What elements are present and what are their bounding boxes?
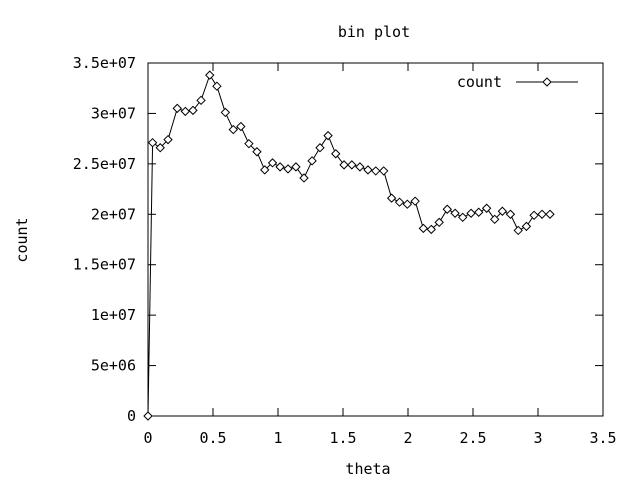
y-tick-label: 3e+07 [91,104,136,122]
data-point [172,103,182,114]
x-tick-label: 0.5 [199,429,226,447]
data-point [418,223,429,234]
x-axis-label: theta [345,460,390,478]
data-point [378,166,389,176]
data-point [143,411,153,421]
legend-marker-diamond-icon [542,77,552,87]
data-point [490,214,500,225]
data-point [147,137,158,148]
data-point [386,193,397,203]
data-point [434,217,444,228]
data-point [394,197,405,207]
data-point [529,210,539,221]
data-point [513,225,523,236]
data-point [155,143,165,153]
y-axis-label: count [13,217,31,262]
data-point [244,138,254,149]
x-tick-label: 3.5 [589,429,616,447]
data-point [521,221,532,232]
legend: count [457,73,578,91]
data-point [275,162,285,172]
data-point [347,160,357,170]
data-point [426,224,436,235]
x-tick-label: 2.5 [459,429,486,447]
data-point [402,199,413,209]
y-tick-label: 5e+06 [91,357,136,375]
data-point [545,209,555,219]
y-tick-label: 3.5e+07 [73,54,136,72]
data-point [220,107,231,118]
x-tick-label: 1 [273,429,282,447]
x-tick-label: 2 [403,429,412,447]
data-point [163,134,173,145]
data-point [363,165,373,175]
data-point [466,208,476,218]
chart-title: bin plot [338,23,410,41]
data-point [442,204,452,214]
data-point [481,203,492,213]
y-tick-label: 2e+07 [91,205,136,223]
data-point [307,156,317,166]
data-point [410,196,420,206]
y-tick-label: 0 [127,407,136,425]
x-tick-label: 1.5 [329,429,356,447]
data-point [180,106,191,117]
data-point [291,162,301,172]
data-point [497,206,508,216]
data-point [205,70,215,80]
data-point [267,158,278,168]
data-point [212,81,222,91]
data-point [371,166,381,176]
axis-ticks: 0 0.5 1 1.5 2 2.5 3 3.5 0 5e+06 1e+07 1.5e+07 2e+07 2… [73,54,617,447]
y-tick-label: 1.5e+07 [73,256,136,274]
x-tick-label: 3 [533,429,542,447]
data-point [458,212,468,223]
series-count [143,70,555,421]
data-point [505,209,516,219]
data-point [299,173,309,183]
y-tick-label: 1e+07 [91,306,136,324]
data-point [323,130,333,141]
data-point [474,207,484,217]
data-point [450,208,460,218]
plot-frame [147,62,604,417]
data-point [331,149,341,159]
data-point [196,95,206,106]
data-point [355,162,365,172]
data-point [252,147,262,157]
x-tick-label: 0 [143,429,152,447]
data-point [315,143,325,153]
data-point [537,209,547,219]
data-point [228,124,238,135]
y-tick-label: 2.5e+07 [73,155,136,173]
legend-label-count: count [457,73,502,91]
data-point [283,164,293,174]
data-point [339,160,349,170]
data-point [236,121,246,132]
series-line-count [147,73,550,417]
data-point [188,105,198,116]
data-point [260,165,270,175]
